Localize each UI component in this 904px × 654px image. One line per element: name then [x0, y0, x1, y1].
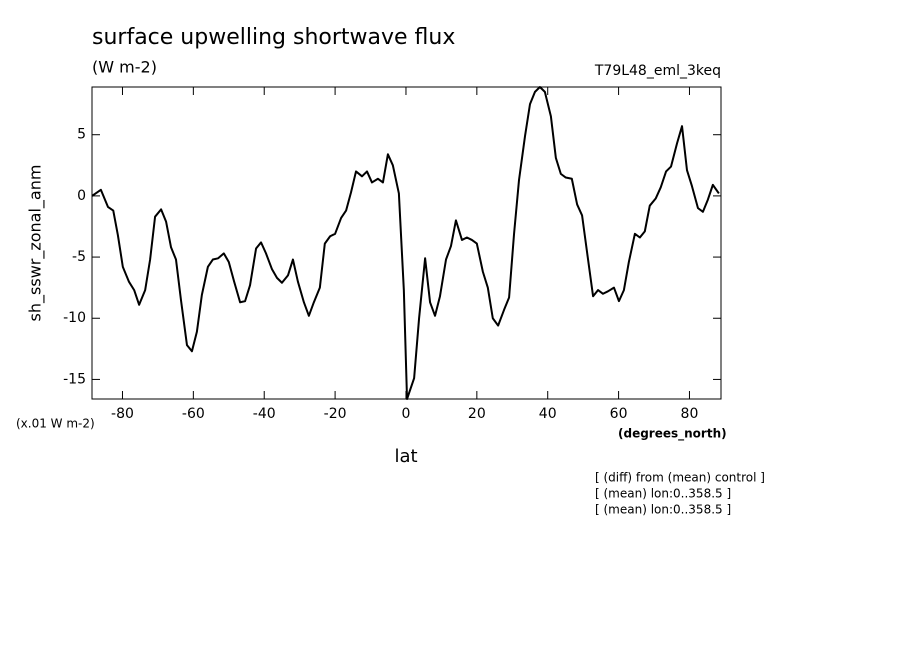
x-tick-label: 20 [468, 406, 486, 422]
x-axis-label: lat [394, 446, 417, 467]
x-tick-label: -40 [253, 406, 276, 422]
units-label: (W m-2) [92, 58, 157, 77]
note: [ (diff) from (mean) control ] [595, 471, 765, 485]
note: [ (mean) lon:0..358.5 ] [595, 487, 731, 501]
y-tick-label: -10 [63, 310, 86, 326]
x-tick-label: 0 [402, 406, 411, 422]
x-units: (degrees_north) [618, 427, 727, 442]
x-tick-label: -20 [324, 406, 347, 422]
chart-title: surface upwelling shortwave flux [92, 25, 455, 50]
scale-note: (x.01 W m-2) [16, 417, 95, 431]
y-tick-label: 0 [77, 188, 86, 204]
y-tick-label: -5 [72, 249, 86, 265]
run-label: T79L48_eml_3keq [594, 63, 721, 79]
data-line [91, 86, 720, 400]
y-tick-label: 5 [77, 127, 86, 143]
y-tick-label: -15 [63, 371, 86, 387]
x-tick-label: 60 [610, 406, 628, 422]
note: [ (mean) lon:0..358.5 ] [595, 503, 731, 517]
x-tick-label: 80 [681, 406, 699, 422]
x-tick-label: -60 [182, 406, 205, 422]
x-tick-label: -80 [111, 406, 134, 422]
y-axis-label: sh_sswr_zonal_anm [26, 165, 46, 322]
x-tick-label: 40 [539, 406, 557, 422]
